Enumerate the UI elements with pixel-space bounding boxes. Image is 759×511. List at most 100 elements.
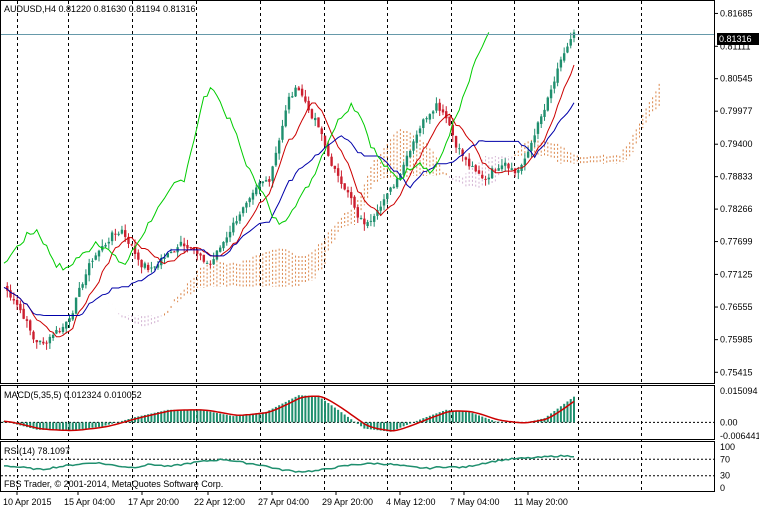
- price-tick-label: 0.77699: [720, 237, 753, 247]
- candle-body: [130, 244, 133, 246]
- candle-body: [291, 96, 294, 98]
- candle-body: [474, 165, 477, 172]
- candle-body: [264, 180, 268, 182]
- candle-body: [274, 152, 278, 166]
- candle-body: [366, 222, 369, 226]
- price-tick-label: 0.78266: [720, 204, 753, 214]
- candle-body: [71, 313, 74, 320]
- candle-body: [169, 251, 173, 254]
- candle-body: [287, 96, 291, 110]
- candle-body: [559, 59, 563, 68]
- chart-header: AUDUSD,H4 0.81220 0.81630 0.81194 0.8131…: [4, 4, 195, 14]
- time-tick-label: 7 May 04:00: [450, 497, 500, 507]
- candle-body: [45, 342, 48, 344]
- candle-body: [510, 168, 513, 170]
- candle-body: [258, 182, 261, 190]
- kijun-line: [3, 102, 575, 316]
- candle-body: [317, 117, 320, 128]
- price-tick-label: 0.79977: [720, 106, 753, 116]
- candle-body: [182, 243, 186, 247]
- candle-body: [117, 233, 120, 235]
- candle-body: [42, 341, 45, 344]
- price-tick-label: 0.79400: [720, 139, 753, 149]
- candle-body: [304, 96, 307, 102]
- candle-body: [163, 257, 166, 259]
- time-tick-label: 15 Apr 04:00: [64, 497, 115, 507]
- candle-body: [25, 319, 29, 321]
- candle-body: [74, 297, 78, 314]
- candle-body: [533, 135, 536, 143]
- candle-body: [156, 264, 160, 268]
- candle-body: [399, 173, 402, 180]
- candle-body: [186, 245, 189, 249]
- candle-body: [261, 181, 264, 184]
- candle-body: [425, 118, 428, 120]
- candle-body: [143, 263, 147, 268]
- candle-body: [382, 199, 386, 206]
- candle-body: [543, 109, 546, 117]
- candle-body: [418, 128, 422, 134]
- rsi-tick-label: 30: [720, 471, 730, 481]
- time-tick-label: 11 May 20:00: [514, 497, 568, 507]
- tenkan-line: [3, 64, 575, 338]
- candle-body: [255, 187, 258, 195]
- candle-body: [87, 263, 91, 276]
- candle-body: [562, 53, 566, 61]
- candle-body: [441, 109, 445, 113]
- price-tick-label: 0.80545: [720, 74, 753, 84]
- candle-body: [199, 253, 202, 256]
- candle-body: [55, 329, 58, 334]
- candle-body: [127, 236, 130, 244]
- candle-body: [173, 251, 176, 253]
- candle-body: [530, 142, 533, 151]
- candle-body: [6, 285, 9, 291]
- candle-body: [107, 241, 111, 244]
- candle-body: [32, 331, 35, 340]
- rsi-tick-label: 0: [720, 483, 725, 493]
- candle-body: [336, 168, 340, 176]
- candle-body: [209, 263, 212, 265]
- candle-body: [19, 303, 22, 311]
- candle-body: [97, 250, 101, 257]
- candle-body: [340, 176, 343, 184]
- time-tick-label: 22 Apr 12:00: [194, 497, 245, 507]
- candle-body: [481, 174, 484, 179]
- candle-body: [353, 196, 356, 208]
- candle-body: [497, 168, 500, 171]
- candle-body: [376, 210, 379, 216]
- candle-body: [569, 39, 572, 46]
- time-tick-label: 4 May 12:00: [386, 497, 436, 507]
- candle-body: [458, 148, 461, 150]
- candle-body: [241, 207, 245, 214]
- price-tick-label: 0.75415: [720, 367, 753, 377]
- candle-body: [412, 141, 415, 151]
- candle-body: [189, 247, 192, 249]
- macd-label: MACD(5,35,5) 0.012324 0.010052: [4, 390, 142, 400]
- candle-body: [140, 259, 143, 268]
- candle-body: [124, 230, 127, 237]
- candle-body: [29, 320, 32, 331]
- candle-body: [451, 124, 454, 136]
- candles-group: [6, 29, 576, 350]
- macd-tick-label: 0.015094: [720, 386, 758, 396]
- candle-body: [271, 166, 274, 181]
- candle-body: [461, 149, 464, 156]
- candle-body: [471, 166, 474, 168]
- candle-body: [356, 207, 359, 218]
- candle-body: [232, 222, 235, 233]
- price-tick-label: 0.76555: [720, 302, 753, 312]
- candle-body: [294, 87, 297, 97]
- rsi-group: [1, 454, 714, 477]
- candle-body: [359, 217, 363, 219]
- candle-body: [448, 116, 451, 126]
- candle-body: [526, 151, 530, 158]
- candle-body: [222, 241, 225, 249]
- candle-body: [484, 178, 487, 180]
- macd-tick-label: 0.00: [720, 417, 738, 427]
- candle-body: [553, 81, 556, 89]
- candle-body: [94, 255, 97, 260]
- candle-body: [540, 116, 543, 125]
- macd-panel-frame: [0, 385, 715, 440]
- candle-body: [277, 140, 281, 154]
